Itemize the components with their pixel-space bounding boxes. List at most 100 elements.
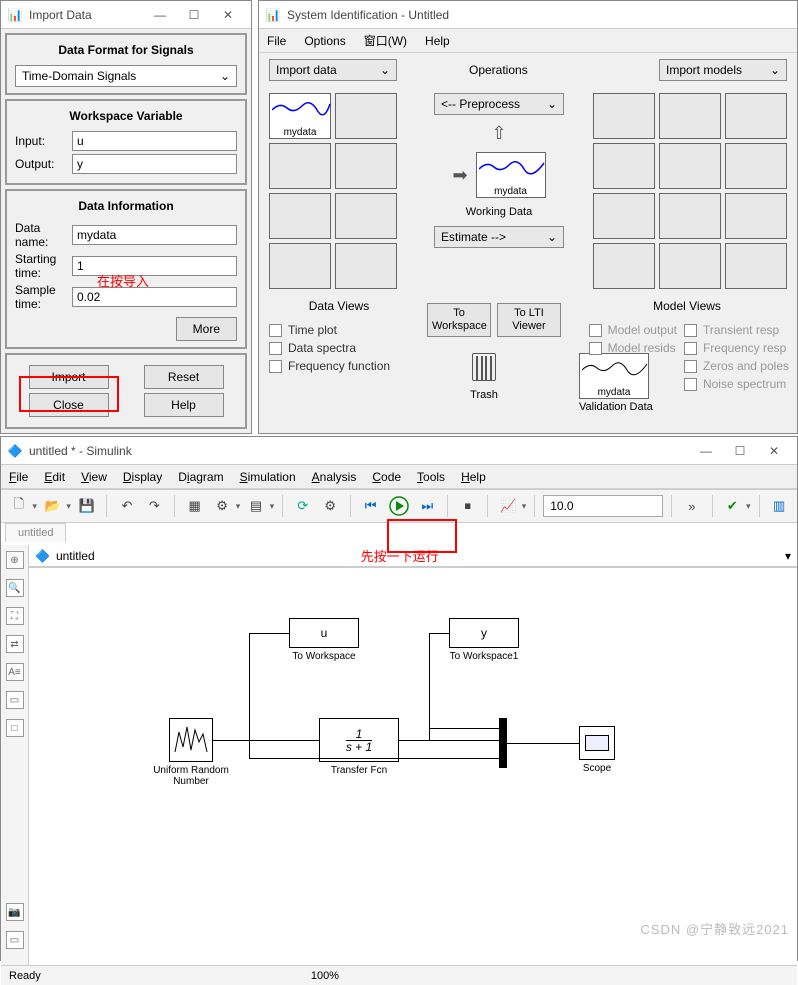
noise-checkbox[interactable] (684, 378, 697, 391)
config-button[interactable]: ⚙ (210, 494, 233, 518)
trash-icon[interactable] (469, 353, 499, 387)
help-button[interactable]: Help (144, 393, 224, 417)
open-button[interactable]: 📂 (41, 494, 64, 518)
check-button[interactable]: ✔ (721, 494, 744, 518)
format-select[interactable]: Time-Domain Signals⌄ (15, 65, 237, 87)
nav-button[interactable]: ⊕ (6, 551, 24, 569)
input-field[interactable] (72, 131, 237, 151)
block-u[interactable]: u To Workspace (289, 618, 359, 648)
minimize-button[interactable]: — (689, 440, 723, 462)
model-slot[interactable] (725, 143, 787, 189)
data-slot[interactable] (269, 193, 331, 239)
pan-button[interactable]: ⇄ (6, 635, 24, 653)
model-slot[interactable] (593, 193, 655, 239)
model-slot[interactable] (659, 143, 721, 189)
model-slot[interactable] (659, 93, 721, 139)
zeros-checkbox[interactable] (684, 360, 697, 373)
step-fwd-button[interactable]: ⏭ (416, 494, 439, 518)
modelout-checkbox[interactable] (589, 324, 602, 337)
sampletime-field[interactable] (72, 287, 237, 307)
new-button[interactable]: 🗋 (7, 494, 30, 518)
model-slot[interactable] (593, 243, 655, 289)
copy-button[interactable]: ▭ (6, 931, 24, 949)
preprocess-select[interactable]: <-- Preprocess⌄ (434, 93, 564, 115)
dropdown-icon[interactable]: ▾ (32, 501, 37, 512)
model-slot[interactable] (725, 193, 787, 239)
menu-window[interactable]: 窗口(W) (364, 32, 407, 49)
model-slot[interactable] (593, 143, 655, 189)
menu-display[interactable]: Display (123, 470, 162, 484)
record-button[interactable]: 📈 (496, 494, 519, 518)
menu-file[interactable]: File (267, 34, 286, 48)
run-button[interactable] (386, 493, 411, 519)
annot-button[interactable]: A≡ (6, 663, 24, 681)
menu-help[interactable]: Help (461, 470, 486, 484)
tab-untitled[interactable]: untitled (5, 523, 66, 542)
model-slot[interactable] (725, 93, 787, 139)
fit-button[interactable]: ⛶ (6, 607, 24, 625)
dropdown-icon[interactable]: ▾ (236, 501, 241, 512)
menu-help[interactable]: Help (425, 34, 450, 48)
dataname-field[interactable] (72, 225, 237, 245)
save-button[interactable]: 💾 (75, 494, 98, 518)
library-button[interactable]: ▦ (183, 494, 206, 518)
image-button[interactable]: ▭ (6, 691, 24, 709)
menu-diagram[interactable]: Diagram (178, 470, 223, 484)
block-tf[interactable]: 1s + 1 Transfer Fcn (319, 718, 399, 762)
validation-data-slot[interactable]: mydata (579, 353, 649, 399)
menu-tools[interactable]: Tools (417, 470, 445, 484)
menu-file[interactable]: File (9, 470, 28, 484)
zoom-button[interactable]: 🔍 (6, 579, 24, 597)
highlight-button[interactable]: ▥ (767, 494, 790, 518)
data-slot[interactable] (335, 193, 397, 239)
data-slot[interactable] (269, 243, 331, 289)
menu-edit[interactable]: Edit (44, 470, 65, 484)
canvas[interactable]: Uniform Random Number u To Workspace 1s … (29, 567, 797, 965)
to-workspace-button[interactable]: To Workspace (427, 303, 491, 337)
menu-view[interactable]: View (81, 470, 107, 484)
reset-button[interactable]: Reset (144, 365, 224, 389)
model-slot[interactable] (593, 93, 655, 139)
spectra-checkbox[interactable] (269, 342, 282, 355)
undo-button[interactable]: ↶ (115, 494, 138, 518)
block-y[interactable]: y To Workspace1 (449, 618, 519, 648)
dropdown-icon[interactable]: ▾ (66, 501, 71, 512)
menu-simulation[interactable]: Simulation (240, 470, 296, 484)
data-slot[interactable] (335, 93, 397, 139)
snapshot-button[interactable]: 📷 (6, 903, 24, 921)
freqfn-checkbox[interactable] (269, 360, 282, 373)
dropdown-icon[interactable]: ▾ (746, 501, 751, 512)
more-button[interactable]: More (176, 317, 237, 341)
stop-button[interactable]: ⏹ (456, 494, 479, 518)
minimize-button[interactable]: — (143, 4, 177, 26)
freqresp-checkbox[interactable] (684, 342, 697, 355)
maximize-button[interactable]: ☐ (177, 4, 211, 26)
block-urn[interactable]: Uniform Random Number (169, 718, 213, 762)
crumb-item[interactable]: untitled (56, 549, 95, 563)
stop-time-input[interactable] (543, 495, 663, 517)
dropdown-icon[interactable]: ▾ (270, 501, 275, 512)
data-slot[interactable] (335, 143, 397, 189)
explorer-button[interactable]: ▤ (244, 494, 267, 518)
output-field[interactable] (72, 154, 237, 174)
menu-code[interactable]: Code (372, 470, 401, 484)
menu-options[interactable]: Options (304, 34, 345, 48)
timeplot-checkbox[interactable] (269, 324, 282, 337)
data-slot-mydata[interactable]: mydata (269, 93, 331, 139)
dropdown-icon[interactable]: ▾ (522, 501, 527, 512)
model-slot[interactable] (659, 243, 721, 289)
block-mux[interactable] (499, 718, 507, 768)
maximize-button[interactable]: ☐ (723, 440, 757, 462)
working-data-slot[interactable]: mydata (476, 152, 546, 198)
update-button[interactable]: ⟳ (291, 494, 314, 518)
data-slot[interactable] (335, 243, 397, 289)
dropdown-icon[interactable]: ▾ (785, 549, 791, 563)
close-button[interactable]: ✕ (211, 4, 245, 26)
data-slot[interactable] (269, 143, 331, 189)
to-lti-button[interactable]: To LTI Viewer (497, 303, 561, 337)
model-slot[interactable] (659, 193, 721, 239)
import-models-select[interactable]: Import models⌄ (659, 59, 787, 81)
modelresid-checkbox[interactable] (589, 342, 602, 355)
model-slot[interactable] (725, 243, 787, 289)
import-data-select[interactable]: Import data⌄ (269, 59, 397, 81)
